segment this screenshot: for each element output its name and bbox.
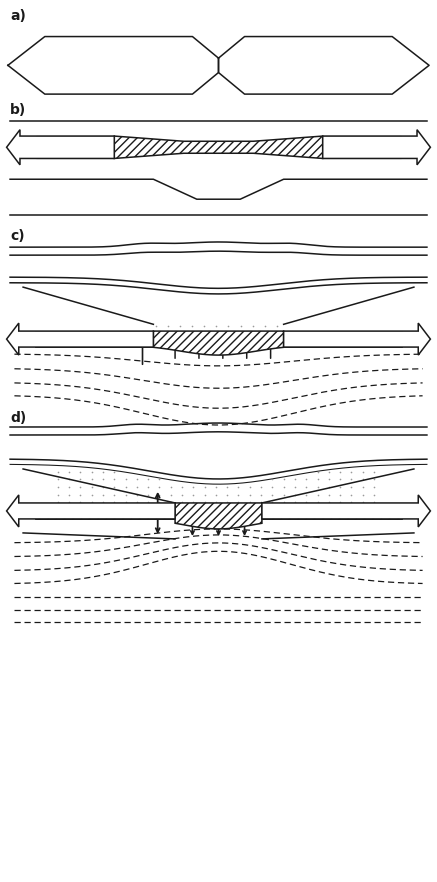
Polygon shape: [7, 130, 114, 165]
Text: b): b): [10, 103, 26, 117]
Polygon shape: [175, 503, 262, 529]
Polygon shape: [114, 136, 323, 159]
Bar: [262, 503, 402, 519]
Bar: [35, 331, 153, 348]
Bar: [36, 136, 114, 159]
Bar: [323, 136, 401, 159]
Polygon shape: [262, 495, 430, 527]
Polygon shape: [323, 130, 430, 165]
Text: a): a): [10, 10, 26, 24]
Text: c): c): [10, 229, 25, 243]
Text: d): d): [10, 411, 26, 425]
Polygon shape: [7, 323, 153, 355]
Bar: [35, 503, 175, 519]
Polygon shape: [153, 331, 284, 355]
Polygon shape: [284, 323, 430, 355]
Polygon shape: [7, 495, 175, 527]
Bar: [284, 331, 402, 348]
